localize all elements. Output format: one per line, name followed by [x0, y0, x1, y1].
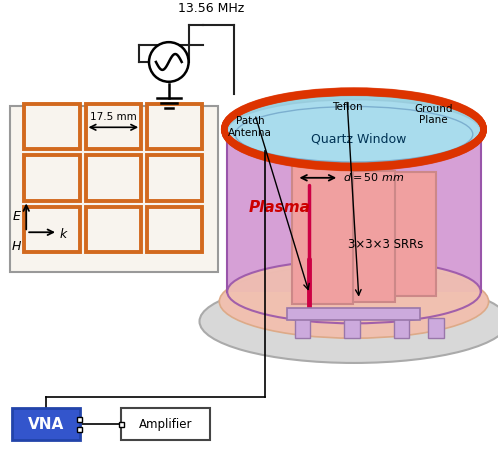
Text: 3×3×3 SRRs: 3×3×3 SRRs	[348, 238, 424, 251]
Bar	[86, 207, 141, 252]
Ellipse shape	[235, 107, 473, 162]
Ellipse shape	[222, 93, 486, 170]
Bar	[147, 104, 203, 149]
Bar	[86, 155, 141, 201]
Ellipse shape	[227, 260, 480, 323]
Bar	[286, 309, 420, 321]
Text: H: H	[12, 240, 22, 253]
Bar	[24, 207, 80, 252]
Ellipse shape	[220, 265, 488, 338]
Bar	[292, 165, 353, 304]
Bar	[122, 409, 210, 440]
Bar	[119, 422, 124, 427]
Bar	[337, 171, 394, 301]
Text: Quartz Window: Quartz Window	[311, 133, 406, 146]
Bar	[12, 409, 80, 440]
Bar	[24, 104, 80, 149]
Text: $d = 50\ mm$: $d = 50\ mm$	[343, 171, 404, 183]
Text: Ground
Plane: Ground Plane	[414, 104, 453, 125]
Text: Teflon: Teflon	[332, 102, 362, 112]
Circle shape	[149, 42, 188, 82]
Bar	[227, 131, 480, 292]
Bar	[77, 417, 82, 422]
Text: E: E	[12, 210, 20, 223]
Bar	[344, 318, 360, 338]
Text: 13.56 MHz: 13.56 MHz	[178, 2, 244, 16]
Bar	[86, 104, 141, 149]
Bar	[10, 105, 218, 272]
Bar	[77, 426, 82, 431]
Text: VNA: VNA	[28, 417, 64, 432]
Bar	[394, 318, 409, 338]
Text: k: k	[60, 228, 67, 241]
Text: Patch
Antenna: Patch Antenna	[228, 116, 272, 138]
Bar	[294, 318, 310, 338]
Bar	[147, 207, 203, 252]
Bar	[378, 172, 436, 295]
Bar	[24, 155, 80, 201]
Text: Amplifier: Amplifier	[139, 418, 192, 431]
Text: 17.5 mm: 17.5 mm	[90, 112, 136, 122]
Ellipse shape	[200, 280, 500, 363]
Bar	[147, 155, 203, 201]
Bar	[428, 318, 444, 338]
Ellipse shape	[227, 99, 480, 163]
Text: Plasma: Plasma	[249, 200, 310, 215]
